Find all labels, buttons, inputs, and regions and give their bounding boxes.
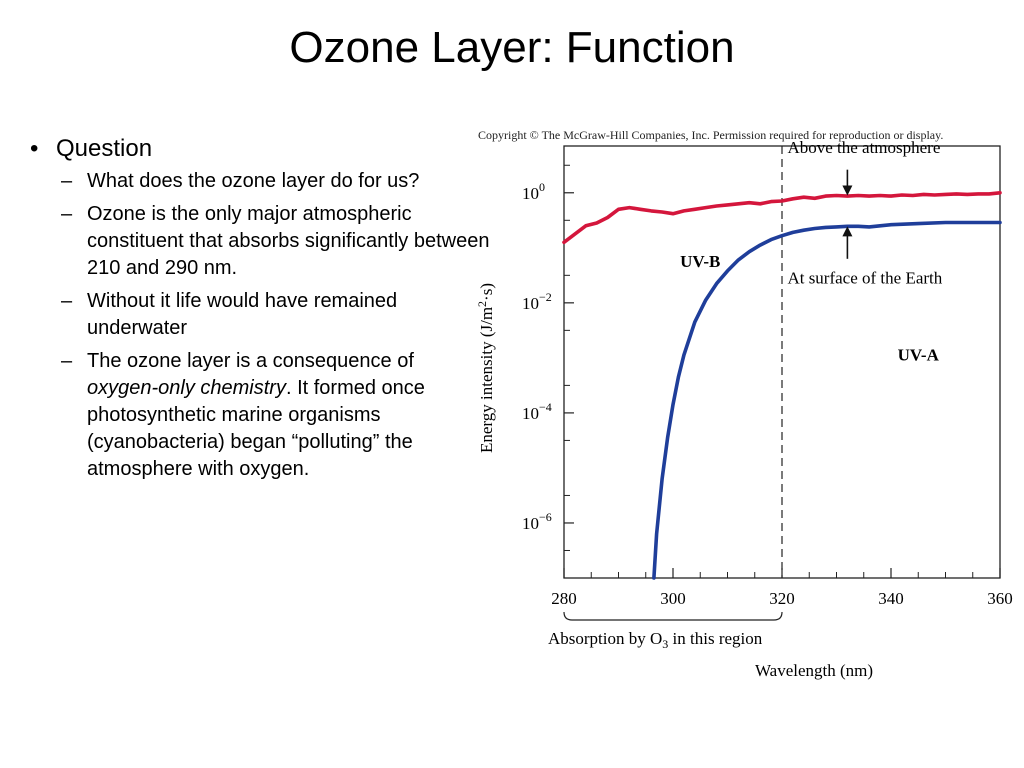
y-axis-label-suffix: ·s): [477, 283, 496, 301]
x-tick-label: 320: [769, 589, 795, 608]
x-tick-label: 280: [551, 589, 577, 608]
sub-bullet-emphasis: oxygen-only chemistry: [87, 377, 286, 399]
y-tick-exponent: 0: [539, 180, 545, 194]
annotation-above-atmosphere: Above the atmosphere: [787, 138, 940, 157]
sub-bullet: – Ozone is the only major atmospheric con…: [61, 201, 490, 282]
y-tick-exponent: −6: [539, 510, 552, 524]
absorption-bracket: [563, 611, 783, 621]
sub-bullet-text-start: The ozone layer is a consequence of: [87, 350, 414, 372]
sub-bullet-text-end: . It formed once photosynthetic marine o…: [87, 377, 425, 480]
sub-bullet: – Without it life would have remained und…: [61, 288, 490, 342]
bullet-marker: •: [30, 135, 39, 162]
y-axis-label-prefix: Energy intensity (J/m: [477, 307, 496, 453]
sub-bullet-marker: –: [61, 290, 73, 312]
sub-bullet: – What does the ozone layer do for us?: [61, 168, 490, 195]
absorption-label-prefix: Absorption by O: [548, 629, 662, 648]
absorption-label-subscript: 3: [662, 637, 668, 651]
sub-bullet-list: – What does the ozone layer do for us? – O…: [30, 168, 490, 483]
y-tick-base: 10: [522, 184, 539, 203]
y-tick-exponent: −4: [539, 400, 552, 414]
x-axis-label: Wavelength (nm): [755, 661, 873, 680]
energy-spectrum-chart: Copyright © The McGraw-Hill Companies, I…: [475, 128, 1013, 680]
sub-bullet-marker: –: [61, 170, 73, 192]
region-label-uva: UV-A: [898, 346, 940, 365]
sub-bullet-text: Ozone is the only major atmospheric cons…: [87, 203, 490, 279]
region-label-uvb: UV-B: [680, 252, 720, 271]
bullet-list: • Question – What does the ozone layer do …: [30, 134, 490, 489]
sub-bullet-text: What does the ozone layer do for us?: [87, 170, 420, 192]
y-tick-label: 100: [522, 180, 545, 203]
y-tick-exponent: −2: [539, 290, 552, 304]
series-line-surface: [652, 220, 1002, 580]
sub-bullet-marker: –: [61, 203, 73, 225]
sub-bullet: – The ozone layer is a consequence of oxy…: [61, 348, 490, 483]
slide-title: Ozone Layer: Function: [289, 23, 735, 72]
copyright-notice: Copyright © The McGraw-Hill Companies, I…: [478, 128, 943, 142]
bullet-question: • Question: [30, 134, 490, 164]
y-tick-label: 10−6: [522, 510, 552, 533]
x-tick-label: 300: [660, 589, 686, 608]
bullet-text: Question: [56, 135, 153, 162]
y-tick-label: 10−4: [522, 400, 552, 423]
y-axis-label: Energy intensity (J/m2·s): [475, 283, 496, 453]
y-axis-label-superscript: 2: [475, 301, 489, 307]
x-tick-label: 340: [878, 589, 904, 608]
y-tick-label: 10−2: [522, 290, 552, 313]
sub-bullet-marker: –: [61, 350, 73, 372]
y-tick-base: 10: [522, 514, 539, 533]
series-line-above-atmosphere: [562, 191, 1002, 245]
x-tick-label: 360: [987, 589, 1013, 608]
annotation-surface: At surface of the Earth: [787, 269, 942, 288]
y-tick-base: 10: [522, 404, 539, 423]
absorption-label: Absorption by O3 in this region: [548, 629, 763, 651]
y-tick-base: 10: [522, 294, 539, 313]
absorption-label-suffix: in this region: [668, 629, 762, 648]
sub-bullet-text: Without it life would have remained unde…: [87, 290, 398, 339]
